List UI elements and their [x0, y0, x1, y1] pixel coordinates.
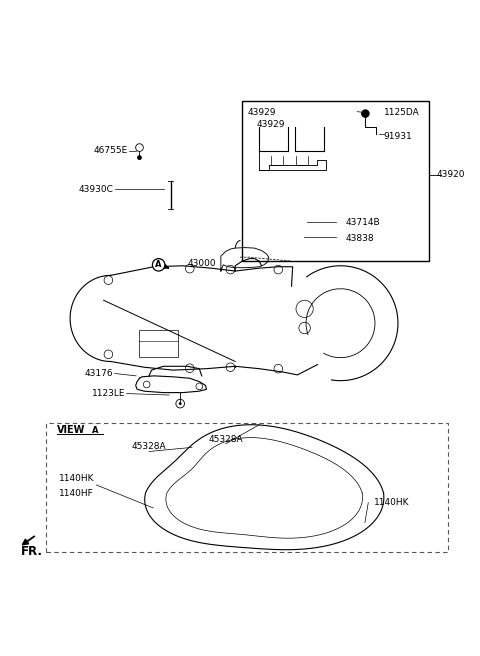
Text: VIEW: VIEW: [57, 426, 85, 436]
Circle shape: [281, 542, 289, 550]
Text: 43920: 43920: [436, 171, 465, 179]
Circle shape: [148, 503, 158, 513]
Bar: [140, 331, 178, 357]
Circle shape: [355, 464, 363, 472]
Circle shape: [196, 383, 203, 390]
Bar: [242, 100, 429, 261]
Circle shape: [293, 217, 302, 226]
Circle shape: [185, 264, 194, 273]
Text: 45328A: 45328A: [132, 442, 167, 451]
Circle shape: [187, 447, 197, 457]
Circle shape: [378, 138, 382, 142]
Text: 1125DA: 1125DA: [384, 108, 420, 117]
Text: 43176: 43176: [84, 369, 113, 378]
Text: A: A: [156, 260, 162, 270]
Text: 43838: 43838: [345, 234, 374, 243]
Circle shape: [153, 258, 165, 271]
Circle shape: [159, 518, 167, 525]
Circle shape: [104, 276, 113, 285]
Circle shape: [179, 402, 181, 405]
Text: 43929: 43929: [247, 108, 276, 117]
Circle shape: [226, 363, 235, 371]
Circle shape: [372, 138, 376, 142]
Circle shape: [89, 424, 102, 437]
Circle shape: [149, 489, 156, 497]
Text: 45328A: 45328A: [208, 435, 243, 444]
Text: 43930C: 43930C: [78, 185, 113, 194]
Circle shape: [226, 265, 235, 274]
Text: 1140HF: 1140HF: [59, 489, 94, 499]
Text: 1123LE: 1123LE: [92, 389, 125, 398]
Text: 1140HK: 1140HK: [374, 498, 409, 507]
Circle shape: [219, 538, 227, 545]
Circle shape: [104, 350, 113, 359]
Text: 46755E: 46755E: [93, 146, 128, 155]
Circle shape: [274, 265, 283, 274]
Circle shape: [176, 400, 184, 408]
Circle shape: [349, 527, 357, 535]
Bar: [372, 134, 382, 140]
Text: 43714B: 43714B: [345, 218, 380, 227]
Text: 91931: 91931: [384, 132, 412, 141]
Text: 43929: 43929: [257, 120, 285, 129]
Circle shape: [360, 518, 370, 527]
Circle shape: [185, 364, 194, 373]
Circle shape: [144, 381, 150, 388]
Text: 1140HK: 1140HK: [59, 474, 94, 483]
Circle shape: [255, 424, 264, 434]
Circle shape: [361, 110, 369, 117]
Circle shape: [292, 232, 303, 243]
Text: FR.: FR.: [21, 544, 43, 558]
Circle shape: [183, 454, 191, 462]
Circle shape: [274, 364, 283, 373]
Text: 43000: 43000: [187, 259, 216, 268]
Circle shape: [137, 155, 142, 160]
Circle shape: [289, 213, 306, 230]
Circle shape: [311, 439, 318, 447]
Text: A: A: [92, 426, 99, 435]
Circle shape: [241, 425, 249, 433]
Bar: [46, 422, 448, 552]
Circle shape: [136, 144, 144, 152]
